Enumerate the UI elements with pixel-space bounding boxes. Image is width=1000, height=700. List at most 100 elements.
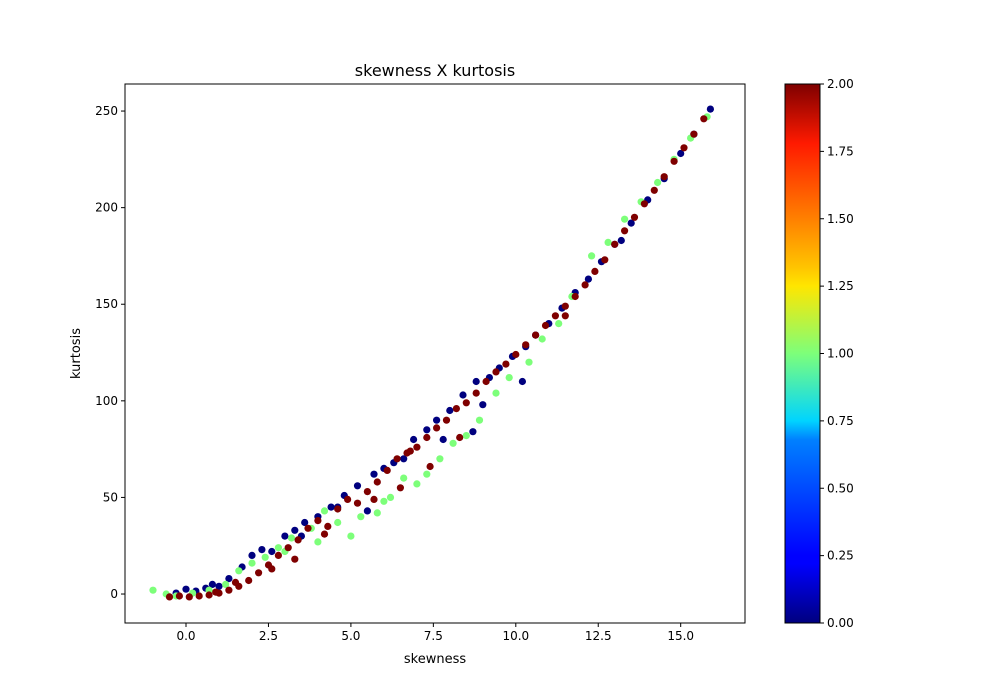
scatter-point xyxy=(423,426,431,434)
scatter-point xyxy=(472,377,480,386)
scatter-point xyxy=(522,341,530,349)
scatter-point xyxy=(373,509,381,517)
scatter-point xyxy=(660,173,668,181)
colorbar-tick-label: 0.75 xyxy=(827,414,854,428)
scatter-point xyxy=(287,534,296,542)
scatter-point xyxy=(617,236,625,245)
scatter-point xyxy=(261,553,269,561)
x-tick-label: 2.5 xyxy=(259,629,278,643)
colorbar-tick-label: 2.00 xyxy=(827,77,854,91)
scatter-point xyxy=(541,321,550,330)
scatter-point xyxy=(363,488,371,496)
scatter-point xyxy=(334,505,342,513)
scatter-point xyxy=(551,312,560,320)
scatter-point xyxy=(370,470,378,478)
x-tick-label: 7.5 xyxy=(424,629,443,643)
scatter-point xyxy=(456,433,464,442)
scatter-point xyxy=(205,591,213,599)
scatter-point xyxy=(525,358,533,366)
scatter-point xyxy=(386,493,395,501)
scatter-point xyxy=(413,480,421,488)
scatter-point xyxy=(353,499,362,507)
scatter-point xyxy=(446,406,454,415)
scatter-point xyxy=(314,517,322,525)
x-axis: 0.0 2.5 5.0 7.5 10.0 12.5 15.0 xyxy=(176,623,694,643)
scatter-point xyxy=(258,546,266,554)
scatter-point xyxy=(291,526,299,534)
scatter-point xyxy=(670,157,678,165)
scatter-point xyxy=(357,513,365,521)
scatter-point xyxy=(301,518,309,527)
scatter-point xyxy=(208,580,216,589)
scatter-point xyxy=(225,575,233,583)
scatter-point xyxy=(248,551,256,560)
scatter-point xyxy=(630,213,639,221)
scatter-point xyxy=(231,578,240,587)
scatter-point xyxy=(324,522,332,531)
plot-frame xyxy=(124,83,746,624)
scatter-point xyxy=(640,200,649,208)
y-axis-label: kurtosis xyxy=(69,328,84,379)
scatter-point xyxy=(314,538,322,546)
scatter-point xyxy=(274,544,282,552)
scatter-point xyxy=(561,302,569,310)
scatter-point xyxy=(393,455,401,463)
scatter-point xyxy=(442,416,451,424)
scatter-point xyxy=(426,462,434,471)
colorbar-ticks: 0.00 0.25 0.50 0.75 1.00 1.25 1.50 1.75 2.00 xyxy=(820,77,854,630)
scatter-point xyxy=(347,532,355,540)
scatter-point xyxy=(433,424,441,432)
scatter-point xyxy=(518,377,527,386)
scatter-point xyxy=(680,144,688,152)
scatter-point xyxy=(479,401,487,409)
colorbar-tick-label: 1.25 xyxy=(827,279,854,293)
y-tick-label: 50 xyxy=(103,490,118,504)
scatter-point xyxy=(165,593,174,601)
scatter-point xyxy=(400,455,408,463)
scatter-point xyxy=(344,495,352,503)
scatter-point xyxy=(423,433,431,442)
scatter-point xyxy=(291,555,299,563)
scatter-point xyxy=(584,275,593,283)
y-tick-label: 100 xyxy=(95,394,118,408)
scatter-point xyxy=(604,238,612,246)
scatter-point xyxy=(439,435,447,444)
scatter-point xyxy=(149,586,157,594)
scatter-point xyxy=(400,474,408,482)
scatter-point xyxy=(700,115,708,123)
colorbar-tick-label: 0.00 xyxy=(827,616,854,630)
scatter-point xyxy=(433,416,441,424)
y-axis: 0 50 100 150 200 250 xyxy=(95,104,125,601)
scatter-point xyxy=(268,547,276,556)
y-tick-label: 250 xyxy=(95,104,118,118)
scatter-point xyxy=(588,252,596,260)
scatter-point xyxy=(304,524,312,532)
scatter-point xyxy=(462,399,470,407)
scatter-point xyxy=(268,565,276,573)
scatter-point xyxy=(248,559,256,567)
scatter-point xyxy=(212,588,220,596)
chart-title: skewness X kurtosis xyxy=(355,61,515,80)
scatter-point xyxy=(225,586,233,594)
scatter-point xyxy=(175,592,183,600)
scatter-point xyxy=(690,130,698,138)
scatter-point xyxy=(482,377,490,386)
scatter-point xyxy=(396,484,404,492)
scatter-point xyxy=(380,497,388,505)
scatter-point xyxy=(373,478,381,486)
scatter-point xyxy=(281,532,289,540)
scatter-point xyxy=(255,569,263,577)
colorbar-tick-label: 0.50 xyxy=(827,481,854,495)
points-layer xyxy=(149,105,715,601)
scatter-point xyxy=(182,585,190,593)
scatter-point xyxy=(650,186,658,194)
x-tick-label: 15.0 xyxy=(667,629,694,643)
scatter-point xyxy=(472,389,480,397)
scatter-point xyxy=(475,416,484,424)
scatter-point xyxy=(492,389,500,397)
scatter-point xyxy=(235,567,243,575)
scatter-point xyxy=(215,582,223,590)
scatter-point xyxy=(436,455,444,463)
scatter-point xyxy=(654,178,662,187)
